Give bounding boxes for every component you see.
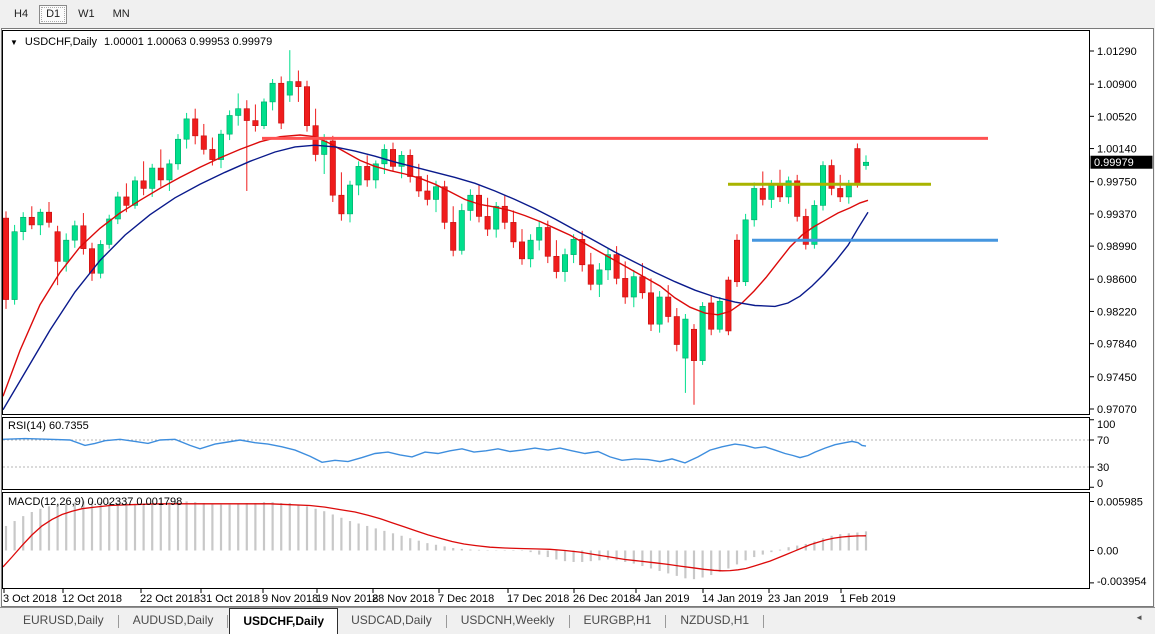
price-axis-label: 0.97450 <box>1097 372 1137 384</box>
date-axis-label: 22 Oct 2018 <box>140 593 200 605</box>
price-axis-label: 0.98990 <box>1097 241 1137 253</box>
price-axis-label: 1.00140 <box>1097 144 1137 156</box>
rsi-axis-label: 0 <box>1097 478 1103 490</box>
date-axis-label: 31 Oct 2018 <box>200 593 260 605</box>
timeframe-button-h4[interactable]: H4 <box>14 7 29 20</box>
chart-ohlc-values: 1.00001 1.00063 0.99953 0.99979 <box>104 36 273 48</box>
macd-signal-line <box>3 503 867 572</box>
tab-separator <box>763 615 765 628</box>
timeframe-button-w1[interactable]: W1 <box>78 7 95 20</box>
date-axis-label: 17 Dec 2018 <box>507 593 569 605</box>
rsi-series <box>3 437 1089 468</box>
tab-usdcad-daily[interactable]: USDCAD,Daily <box>351 613 432 627</box>
date-axis-label: 26 Dec 2018 <box>573 593 635 605</box>
tab-usdcnh-weekly[interactable]: USDCNH,Weekly <box>460 613 555 627</box>
date-axis-label: 9 Nov 2018 <box>262 593 318 605</box>
timeframe-toolbar: H4 D1 W1 MN <box>0 0 1155 28</box>
date-axis-label: 23 Jan 2019 <box>768 593 829 605</box>
rsi-line <box>3 437 867 464</box>
price-axis-label: 1.01290 <box>1097 46 1137 58</box>
macd-axis-label: 0.005985 <box>1097 497 1143 509</box>
current-price-badge <box>1090 155 1153 169</box>
date-axis-label: 3 Oct 2018 <box>3 593 57 605</box>
chart-title-bar: ▼ USDCHF,Daily 1.00001 1.00063 0.99953 0… <box>10 36 272 48</box>
macd-axis-label: -0.003954 <box>1097 576 1147 588</box>
tab-eurgbp-h1[interactable]: EURGBP,H1 <box>583 613 652 627</box>
macd-panel <box>2 492 1090 589</box>
tab-scroll-left-icon[interactable]: ◄ <box>1135 613 1143 622</box>
current-price-text: 0.99979 <box>1094 157 1134 169</box>
ma-fast-line <box>3 134 869 397</box>
macd-axis-label: 0.00 <box>1097 546 1118 558</box>
rsi-axis-label: 30 <box>1097 462 1109 474</box>
tab-usdchf-daily[interactable]: USDCHF,Daily <box>229 608 339 634</box>
tab-separator <box>568 615 570 628</box>
price-axis-label: 0.99750 <box>1097 177 1137 189</box>
timeframe-button-mn[interactable]: MN <box>112 7 130 20</box>
date-axis-label: 7 Dec 2018 <box>438 593 494 605</box>
price-axis-label: 0.97070 <box>1097 404 1137 416</box>
tab-separator <box>665 615 667 628</box>
price-axis-label: 0.97840 <box>1097 339 1137 351</box>
candlestick-series <box>3 50 869 411</box>
price-axis-label: 1.00900 <box>1097 79 1137 91</box>
price-axis-label: 0.99370 <box>1097 209 1137 221</box>
tab-separator <box>445 615 447 628</box>
rsi-axis-label: 100 <box>1097 419 1115 431</box>
rsi-panel <box>2 417 1090 490</box>
date-axis-label: 4 Jan 2019 <box>635 593 689 605</box>
date-axis-label: 28 Nov 2018 <box>372 593 434 605</box>
symbol-tab-bar: EURUSD,Daily AUDUSD,Daily USDCHF,Daily USDC… <box>0 607 1155 634</box>
tab-eurusd-daily[interactable]: EURUSD,Daily <box>23 613 104 627</box>
tab-nzdusd-h1[interactable]: NZDUSD,H1 <box>680 613 750 627</box>
date-axis-label: 14 Jan 2019 <box>702 593 763 605</box>
timeframe-button-d1[interactable]: D1 <box>39 4 68 24</box>
tab-separator <box>227 615 229 628</box>
macd-indicator-label: MACD(12,26,9) 0.002337 0.001798 <box>8 496 183 508</box>
macd-series <box>3 501 868 580</box>
price-axis-label: 1.00520 <box>1097 111 1137 123</box>
tab-separator <box>117 615 119 628</box>
tab-audusd-daily[interactable]: AUDUSD,Daily <box>132 613 214 627</box>
date-axis-label: 19 Nov 2018 <box>316 593 378 605</box>
price-axis-label: 0.98600 <box>1097 274 1137 286</box>
ma-slow-line <box>3 144 869 411</box>
date-axis-label: 1 Feb 2019 <box>840 593 896 605</box>
price-axis-label: 0.98220 <box>1097 306 1137 318</box>
chart-dropdown-icon[interactable]: ▼ <box>10 37 18 47</box>
chart-symbol-title: USDCHF,Daily <box>24 36 98 48</box>
rsi-axis-label: 70 <box>1097 435 1109 447</box>
main-price-panel <box>2 30 1090 415</box>
rsi-indicator-label: RSI(14) 60.7355 <box>8 420 89 432</box>
date-axis-label: 12 Oct 2018 <box>62 593 122 605</box>
